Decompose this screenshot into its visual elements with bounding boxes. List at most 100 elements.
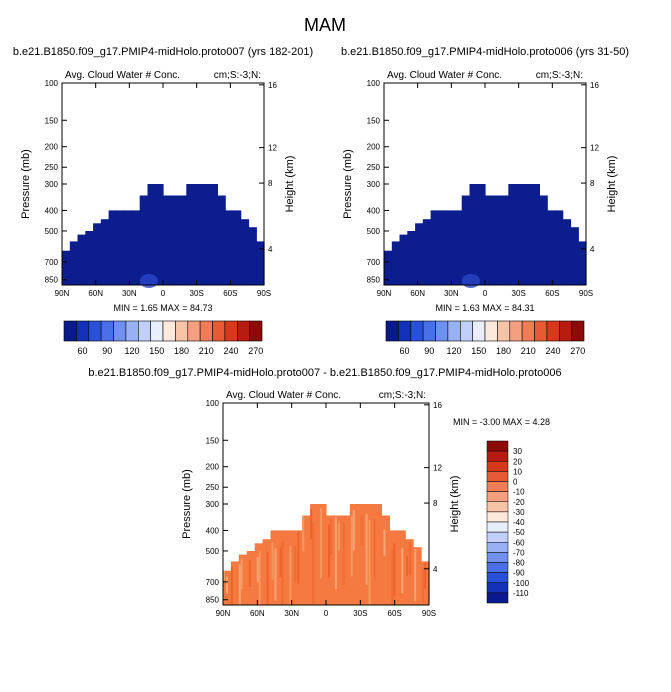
colorbar-label: 60 (78, 346, 88, 356)
panel-title: b.e21.B1850.f09_g17.PMIP4-midHolo.proto0… (341, 46, 629, 58)
field-streak (289, 546, 292, 605)
field-streak (302, 515, 305, 552)
data-field (223, 504, 430, 605)
data-column (85, 231, 94, 285)
colorbar-swatch (486, 450, 509, 462)
colorbar-swatch (175, 320, 189, 342)
data-column (413, 547, 422, 605)
colorbar-swatch (486, 521, 509, 533)
colorbar-swatch (486, 491, 509, 503)
x-tick-label: 90N (216, 609, 231, 618)
colorbar-swatch (486, 562, 509, 573)
y-axis-label: Pressure (mb) (20, 149, 32, 219)
colorbar-swatch (534, 320, 548, 342)
colorbar-swatch (212, 320, 226, 342)
colorbar-swatch (422, 320, 436, 342)
y-tick-label: 500 (45, 227, 59, 236)
x-tick-label: 30S (190, 289, 204, 298)
field-streak (271, 542, 274, 580)
colorbar-swatch (558, 320, 572, 342)
colorbar-label: 90 (102, 346, 112, 356)
data-column (539, 195, 548, 285)
x-tick-label: 90S (422, 609, 436, 618)
colorbar-label: -10 (513, 488, 525, 497)
data-field (384, 184, 587, 288)
data-column (178, 195, 187, 285)
min-max-stats: MIN = 1.63 MAX = 84.31 (435, 303, 534, 313)
colorbar-label: 210 (199, 346, 214, 356)
data-column (333, 515, 343, 605)
data-column (186, 184, 195, 285)
colorbar-swatch (486, 572, 509, 584)
panel-top-right: 100 150 200 250 300 400 500 700 850 16 12 8 4 90N 60N 3… (341, 46, 629, 313)
units-label: cm;S:-3;N: (214, 70, 261, 81)
near-surface-patch (139, 274, 158, 288)
colorbar-swatch (497, 320, 511, 342)
colorbar-label: 90 (424, 346, 434, 356)
data-column (407, 231, 416, 285)
colorbar-swatch (546, 320, 560, 342)
data-column (209, 184, 218, 285)
figure-title: MAM (304, 15, 346, 35)
y-tick-label: 400 (45, 206, 59, 215)
data-column (124, 210, 133, 285)
data-column (170, 195, 180, 285)
y-tick-label: 200 (206, 463, 220, 472)
near-surface-patch (461, 274, 480, 288)
x-tick-label: 0 (324, 609, 329, 618)
data-column (69, 241, 79, 285)
data-column (147, 184, 156, 285)
data-column (201, 184, 211, 285)
field-streak (391, 549, 394, 605)
y2-tick-label: 16 (433, 401, 442, 410)
y-tick-label: 150 (206, 436, 220, 445)
colorbar-label: 30 (513, 447, 522, 456)
field-streak (422, 568, 425, 604)
units-label: cm;S:-3;N: (536, 70, 583, 81)
x-tick-label: 60N (88, 289, 103, 298)
colorbar-label: 150 (149, 346, 164, 356)
field-streak (312, 523, 315, 604)
colorbar-label: -80 (513, 559, 525, 568)
colorbar-swatch (486, 592, 509, 604)
colorbar-swatch (486, 542, 509, 553)
colorbar-swatch (385, 320, 399, 342)
x-tick-label: 60N (250, 609, 265, 618)
data-column (554, 210, 564, 285)
y-tick-label: 700 (367, 258, 381, 267)
data-column (230, 561, 240, 605)
data-column (194, 184, 203, 285)
data-field (62, 184, 265, 288)
panel-title: b.e21.B1850.f09_g17.PMIP4-midHolo.proto0… (13, 46, 313, 58)
field-streak (230, 566, 233, 605)
x-tick-label: 0 (161, 289, 166, 298)
field-streak (248, 560, 251, 587)
data-column (238, 554, 248, 605)
y-tick-label: 250 (367, 163, 381, 172)
colorbar-label: -90 (513, 569, 525, 578)
y-tick-label: 400 (367, 206, 381, 215)
field-streak (352, 510, 355, 551)
y2-tick-label: 12 (433, 464, 442, 473)
data-column (492, 195, 502, 285)
data-column (485, 195, 494, 285)
colorbar-label: 270 (570, 346, 585, 356)
field-streak (373, 519, 376, 580)
y-tick-label: 250 (206, 483, 220, 492)
colorbar-swatch (484, 320, 498, 342)
colorbar-right: 60 90 120 150 180 210 240 270 (385, 320, 585, 356)
y-axis-label: Pressure (mb) (342, 149, 354, 219)
y-tick-label: 150 (45, 116, 59, 125)
colorbar-label: 240 (224, 346, 239, 356)
y-tick-label: 100 (367, 79, 381, 88)
x-tick-label: 0 (483, 289, 488, 298)
y-tick-label: 300 (206, 500, 220, 509)
data-column (100, 219, 110, 285)
y2-tick-label: 4 (590, 245, 595, 254)
data-column (349, 504, 359, 605)
field-streak (368, 520, 371, 605)
colorbar-label: 180 (496, 346, 511, 356)
y-tick-label: 100 (45, 79, 59, 88)
x-tick-label: 60N (410, 289, 425, 298)
